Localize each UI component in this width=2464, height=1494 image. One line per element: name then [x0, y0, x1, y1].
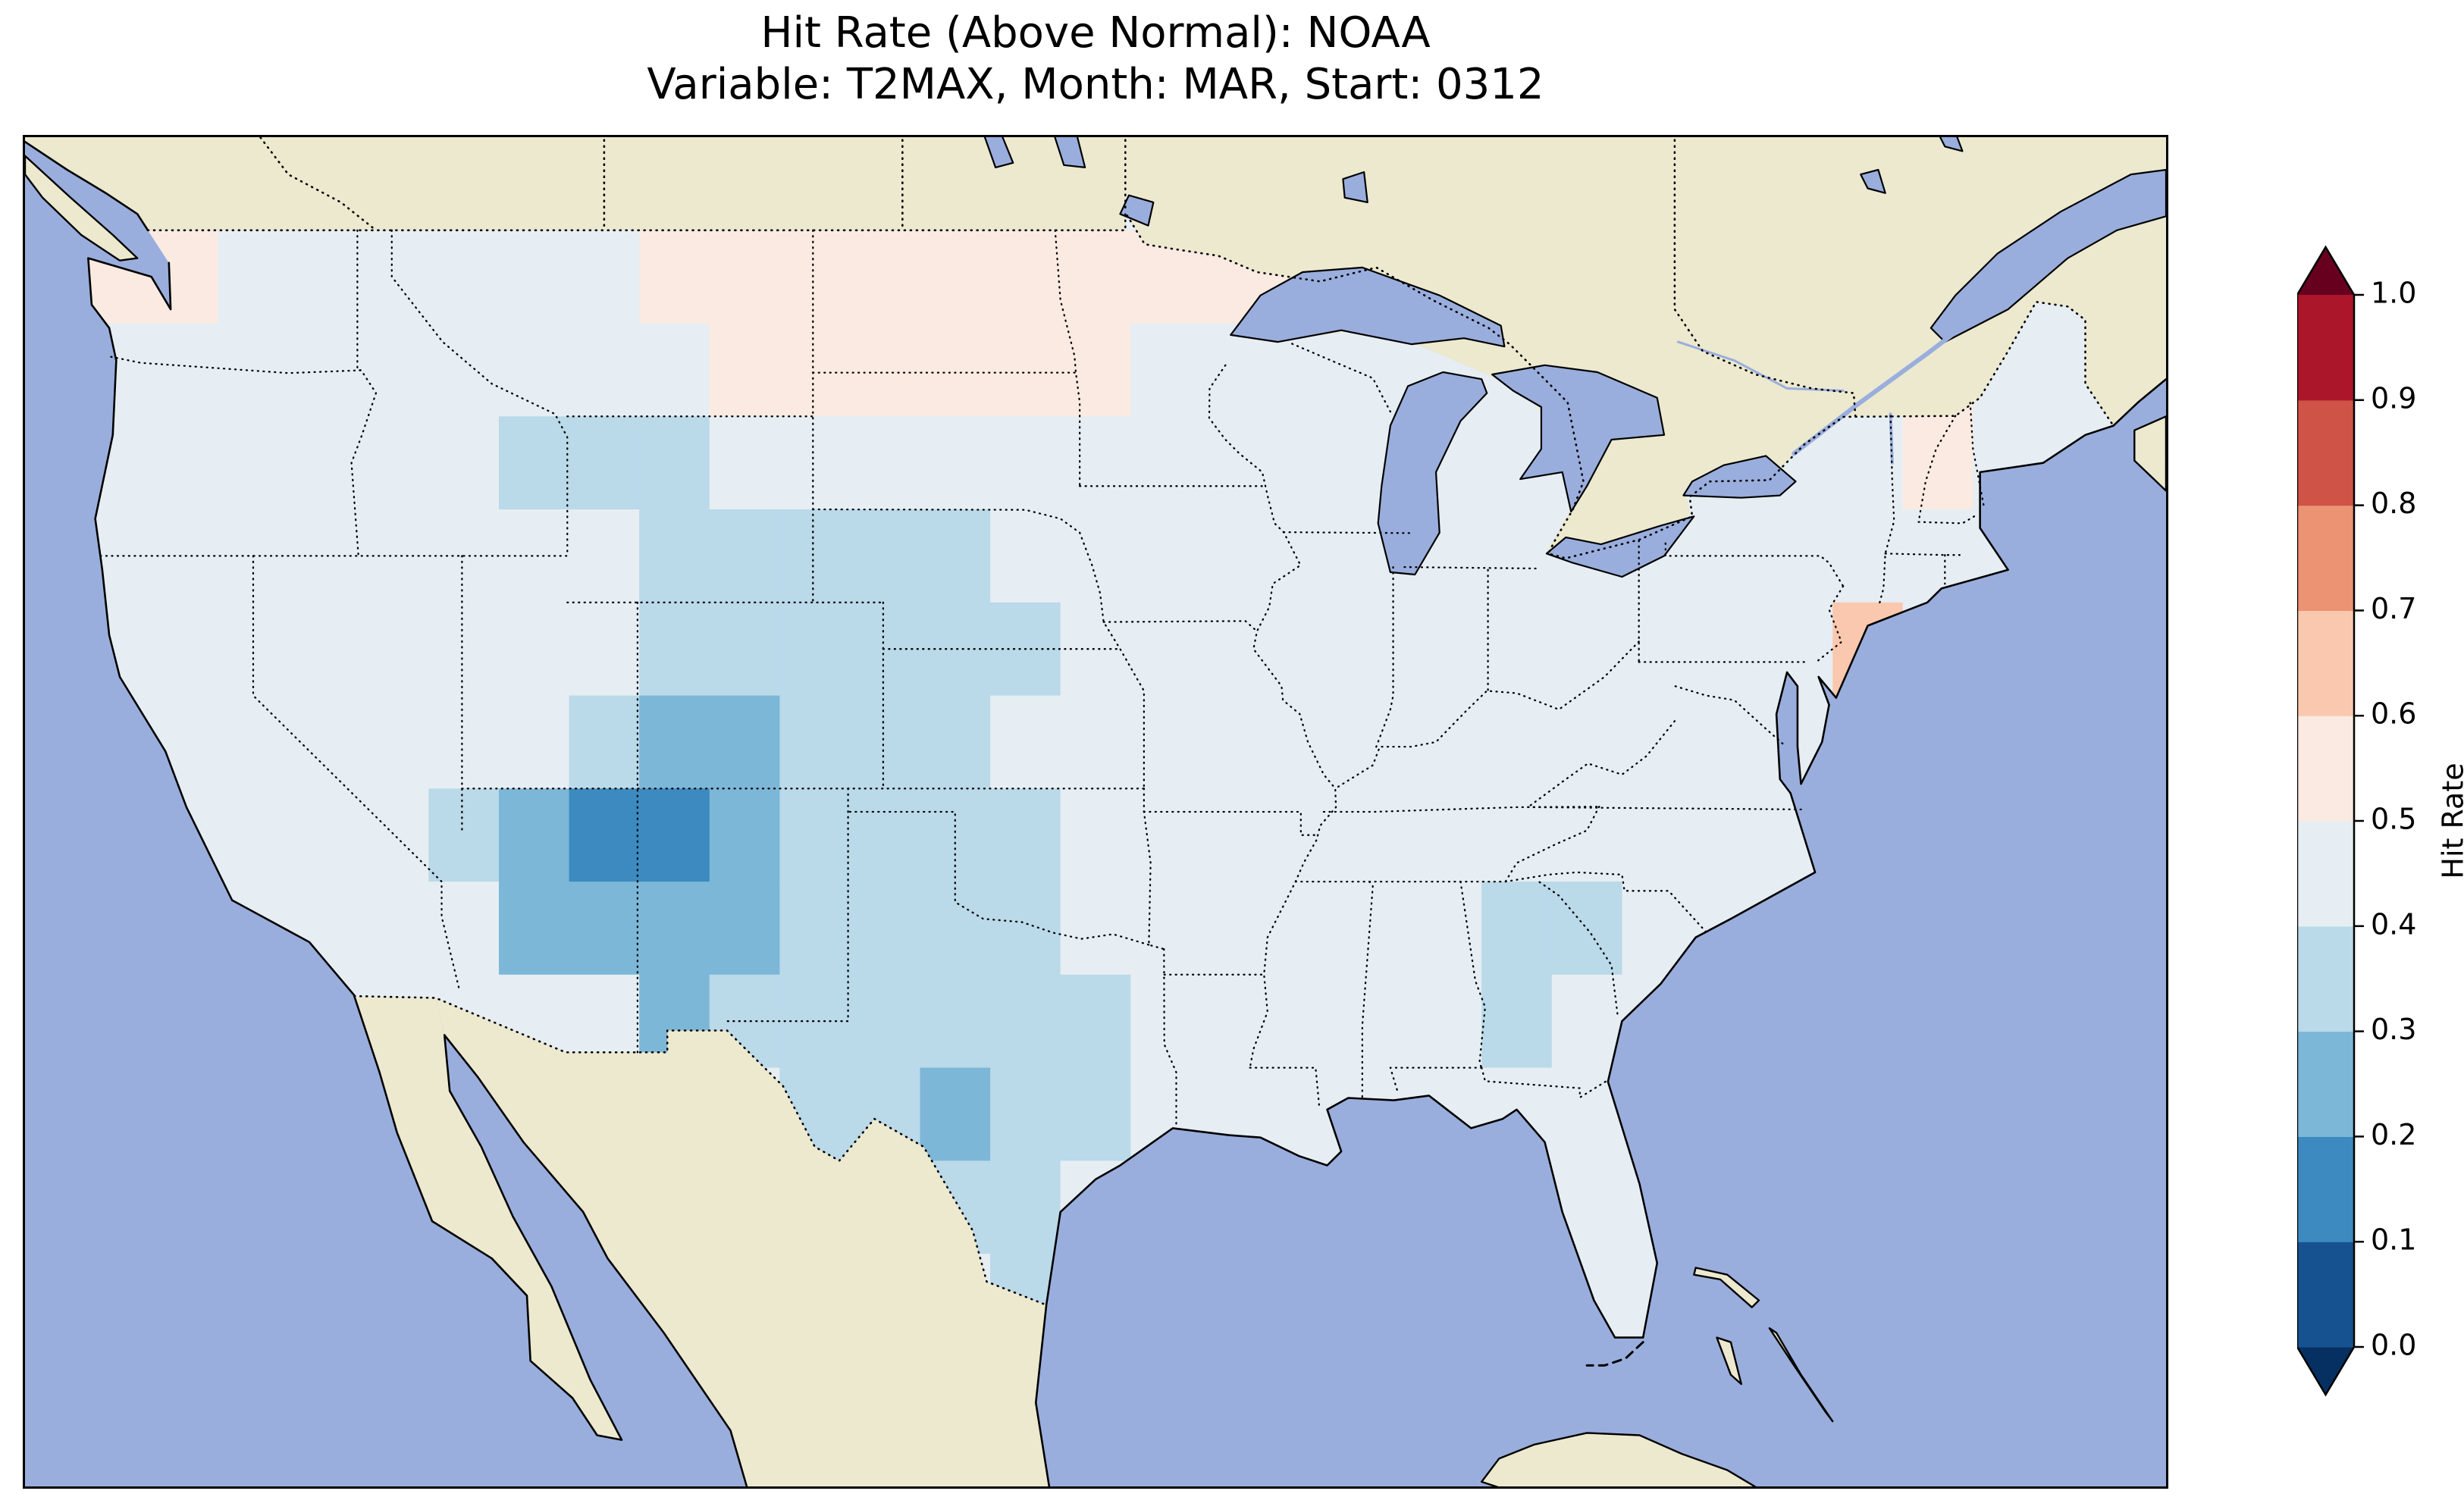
- state-border-15: [1054, 229, 1081, 487]
- land-bahamas-eleuthera: [1768, 1327, 1834, 1423]
- state-border-39: [1403, 565, 1538, 570]
- colorbar-axis-label: Hit Rate: [2437, 763, 2464, 879]
- coastline-2: [25, 140, 149, 232]
- state-border-50: [1814, 585, 1845, 664]
- lake-nipigon: [1342, 171, 1368, 204]
- land-canada: [25, 137, 2166, 561]
- state-border-37: [1373, 565, 1394, 753]
- chart-title: Hit Rate (Above Normal): NOAA Variable: …: [23, 8, 2168, 111]
- colorbar-segment-4: [2297, 821, 2354, 927]
- land-mexico: [435, 998, 1049, 1486]
- colorbar-over-arrow: [2297, 247, 2354, 295]
- coastline-5: [443, 1034, 748, 1486]
- lake-michigan: [1377, 371, 1488, 576]
- colorbar-tick-label-0: 0.0: [2371, 1329, 2416, 1362]
- land-bahamas-grand-abaco: [1693, 1267, 1760, 1308]
- state-border-3: [350, 229, 378, 557]
- colorbar-segment-9: [2297, 295, 2354, 401]
- state-border-41: [1664, 542, 1845, 587]
- country-border-2: [259, 137, 378, 232]
- state-border-17: [1078, 531, 1146, 790]
- state-border-51: [1674, 685, 1785, 746]
- land-cuba: [1481, 1432, 1757, 1486]
- state-border-54: [1291, 343, 1392, 413]
- title-line-1: Hit Rate (Above Normal): NOAA: [760, 8, 1431, 58]
- colorbar-segment-1: [2297, 1136, 2354, 1242]
- land-baja-california: [354, 996, 622, 1440]
- colorbar-tick-label-3: 0.3: [2371, 1013, 2416, 1046]
- colorbar-segment-3: [2297, 926, 2354, 1032]
- map-axes: [23, 135, 2168, 1489]
- state-border-29: [1143, 788, 1165, 951]
- state-border-13: [812, 508, 1081, 534]
- coastline-0: [87, 257, 356, 998]
- country-border-6: [1673, 137, 1857, 418]
- colorbar-tick-label-6: 0.6: [2371, 697, 2416, 731]
- state-border-27: [722, 788, 849, 1023]
- st-lawrence-estuary: [1930, 168, 2166, 343]
- colorbar-tick-label-1: 0.1: [2371, 1223, 2416, 1257]
- colorbar-segment-2: [2297, 1031, 2354, 1137]
- st-lawrence-river: [1792, 297, 2000, 456]
- colorbar-segment-8: [2297, 399, 2354, 506]
- state-border-35: [1389, 1066, 1483, 1092]
- state-border-46: [1884, 553, 1961, 556]
- colorbar-tick-label-5: 0.5: [2371, 803, 2416, 836]
- colorbar-tick-label-7: 0.7: [2371, 592, 2416, 625]
- state-border-2: [252, 555, 460, 989]
- state-border-44: [1879, 415, 1895, 604]
- state-border-21: [1249, 1066, 1321, 1106]
- colorbar: 0.0 0.1 0.2 0.3 0.4 0.5 0.6 0.7 0.8 0.9 1.0 Hit Rat…: [2297, 243, 2464, 1402]
- state-border-32: [1361, 880, 1374, 1098]
- quebec-lake-1: [1860, 168, 1886, 194]
- state-border-34: [1481, 1066, 1607, 1099]
- state-border-18: [1102, 620, 1259, 632]
- state-border-25: [1527, 806, 1806, 811]
- lake-ontario: [1682, 455, 1797, 499]
- state-border-20: [1208, 364, 1337, 1069]
- state-border-26: [848, 810, 1150, 946]
- colorbar-under-arrow: [2297, 1347, 2354, 1395]
- land-nova-scotia: [2133, 415, 2166, 492]
- lake-winnipeg: [1054, 137, 1086, 169]
- lake-huron: [1491, 364, 1666, 513]
- lake-manitoba: [983, 137, 1014, 169]
- colorbar-tick-label-10: 1.0: [2371, 277, 2416, 310]
- colorbar-tick-label-2: 0.2: [2371, 1118, 2416, 1151]
- state-border-19: [1283, 531, 1412, 534]
- colorbar-tick-label-9: 0.9: [2371, 381, 2416, 415]
- colorbar-canvas: 0.0 0.1 0.2 0.3 0.4 0.5 0.6 0.7 0.8 0.9 1.0 Hit Rat…: [2297, 245, 2464, 1397]
- state-border-43: [1334, 641, 1640, 790]
- coastline-3: [2112, 377, 2166, 427]
- state-border-30: [1143, 810, 1318, 836]
- quebec-lake-2: [1939, 137, 1964, 152]
- colorbar-tick-label-8: 0.8: [2371, 487, 2416, 520]
- state-border-4: [390, 229, 569, 557]
- coastline-4: [1034, 1304, 1051, 1486]
- colorbar-segment-7: [2297, 505, 2354, 611]
- colorbar-segment-5: [2297, 716, 2354, 822]
- land-bahamas-andros: [1716, 1336, 1742, 1386]
- lake-superior: [1230, 266, 1506, 348]
- country-border-0: [146, 211, 2114, 559]
- colorbar-segment-0: [2297, 1242, 2354, 1348]
- land-vancouver-island: [25, 155, 139, 262]
- colorbar-segment-6: [2297, 610, 2354, 716]
- colorbar-tick-label-4: 0.4: [2371, 907, 2416, 941]
- title-line-2: Variable: T2MAX, Month: MAR, Start: 0312: [647, 60, 1544, 110]
- coastline-6: [353, 994, 623, 1441]
- us-hit-rate-map: [25, 137, 2166, 1486]
- florida-keys: [1585, 1341, 1644, 1367]
- state-border-49: [1969, 401, 1985, 506]
- state-border-53: [1504, 806, 1600, 883]
- coastline-1: [1045, 424, 2114, 1339]
